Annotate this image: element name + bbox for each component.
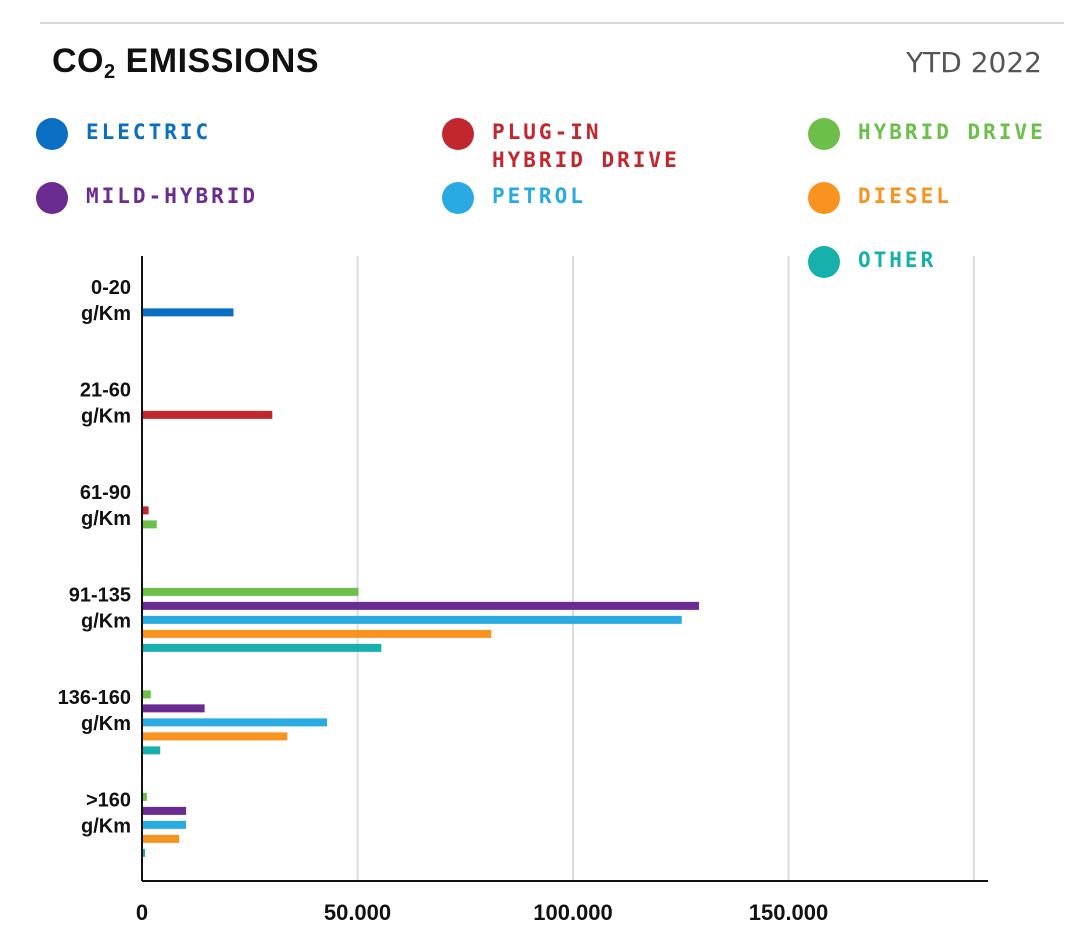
legend-label-mild-hybrid: MILD-HYBRID bbox=[86, 184, 259, 208]
x-tick-label: 0 bbox=[136, 900, 148, 925]
bar-3-5 bbox=[143, 629, 492, 638]
legend-label-diesel: DIESEL bbox=[858, 184, 952, 208]
category-label: 91-135 bbox=[69, 585, 131, 607]
category-label: 61-90 bbox=[80, 482, 131, 504]
category-unit-label: g/Km bbox=[81, 816, 131, 838]
legend-label-petrol: PETROL bbox=[492, 184, 586, 208]
bar-4-3 bbox=[143, 704, 205, 713]
x-tick-label: 150.000 bbox=[749, 900, 829, 925]
legend-item-mild-hybrid: MILD-HYBRID bbox=[36, 182, 296, 214]
legend-item-plug-in-hybrid: PLUG-IN HYBRID DRIVE bbox=[442, 118, 702, 174]
legend-dot-electric bbox=[36, 118, 68, 150]
bar-5-6 bbox=[143, 848, 145, 857]
bar-3-4 bbox=[143, 615, 682, 624]
bar-5-5 bbox=[143, 834, 180, 843]
bar-4-2 bbox=[143, 690, 151, 699]
legend-item-other: OTHER bbox=[808, 246, 1068, 278]
category-unit-label: g/Km bbox=[81, 508, 131, 530]
category-unit-label: g/Km bbox=[81, 713, 131, 735]
legend-label-other: OTHER bbox=[858, 248, 937, 272]
legend-dot-petrol bbox=[442, 182, 474, 214]
bar-3-3 bbox=[143, 601, 699, 610]
legend-dot-other bbox=[808, 246, 840, 278]
bar-5-3 bbox=[143, 806, 187, 815]
bar-2-2 bbox=[143, 520, 157, 529]
bar-2-1 bbox=[143, 506, 149, 515]
category-label: 0-20 bbox=[91, 277, 131, 299]
category-unit-label: g/Km bbox=[81, 303, 131, 325]
x-tick-label: 50.000 bbox=[324, 900, 391, 925]
legend-label-plug-in-hybrid: PLUG-IN HYBRID DRIVE bbox=[492, 120, 680, 172]
legend-label-hybrid-drive: HYBRID DRIVE bbox=[858, 120, 1046, 144]
x-tick-label: 100.000 bbox=[533, 900, 613, 925]
category-label: 21-60 bbox=[80, 380, 131, 402]
bar-5-2 bbox=[143, 792, 147, 801]
bar-1-1 bbox=[143, 410, 273, 419]
category-label: >160 bbox=[86, 790, 131, 812]
category-unit-label: g/Km bbox=[81, 611, 131, 633]
legend-item-petrol: PETROL bbox=[442, 182, 702, 214]
category-unit-label: g/Km bbox=[81, 406, 131, 428]
bar-4-5 bbox=[143, 732, 288, 741]
chart-title: CO2 EMISSIONS bbox=[52, 42, 319, 83]
legend-label-electric: ELECTRIC bbox=[86, 120, 212, 144]
bar-0-0 bbox=[143, 308, 234, 317]
period-label: YTD 2022 bbox=[906, 46, 1042, 79]
legend-item-diesel: DIESEL bbox=[808, 182, 1068, 214]
legend-dot-plug-in-hybrid bbox=[442, 118, 474, 150]
bar-4-6 bbox=[143, 746, 161, 755]
top-divider bbox=[40, 22, 1064, 24]
legend-dot-hybrid-drive bbox=[808, 118, 840, 150]
category-label: 136-160 bbox=[58, 687, 131, 709]
bar-4-4 bbox=[143, 718, 328, 727]
bar-3-2 bbox=[143, 587, 359, 596]
bar-5-4 bbox=[143, 820, 187, 829]
legend-dot-diesel bbox=[808, 182, 840, 214]
bar-3-6 bbox=[143, 643, 382, 652]
legend-dot-mild-hybrid bbox=[36, 182, 68, 214]
legend-item-hybrid-drive: HYBRID DRIVE bbox=[808, 118, 1068, 150]
legend-item-electric: ELECTRIC bbox=[36, 118, 296, 150]
